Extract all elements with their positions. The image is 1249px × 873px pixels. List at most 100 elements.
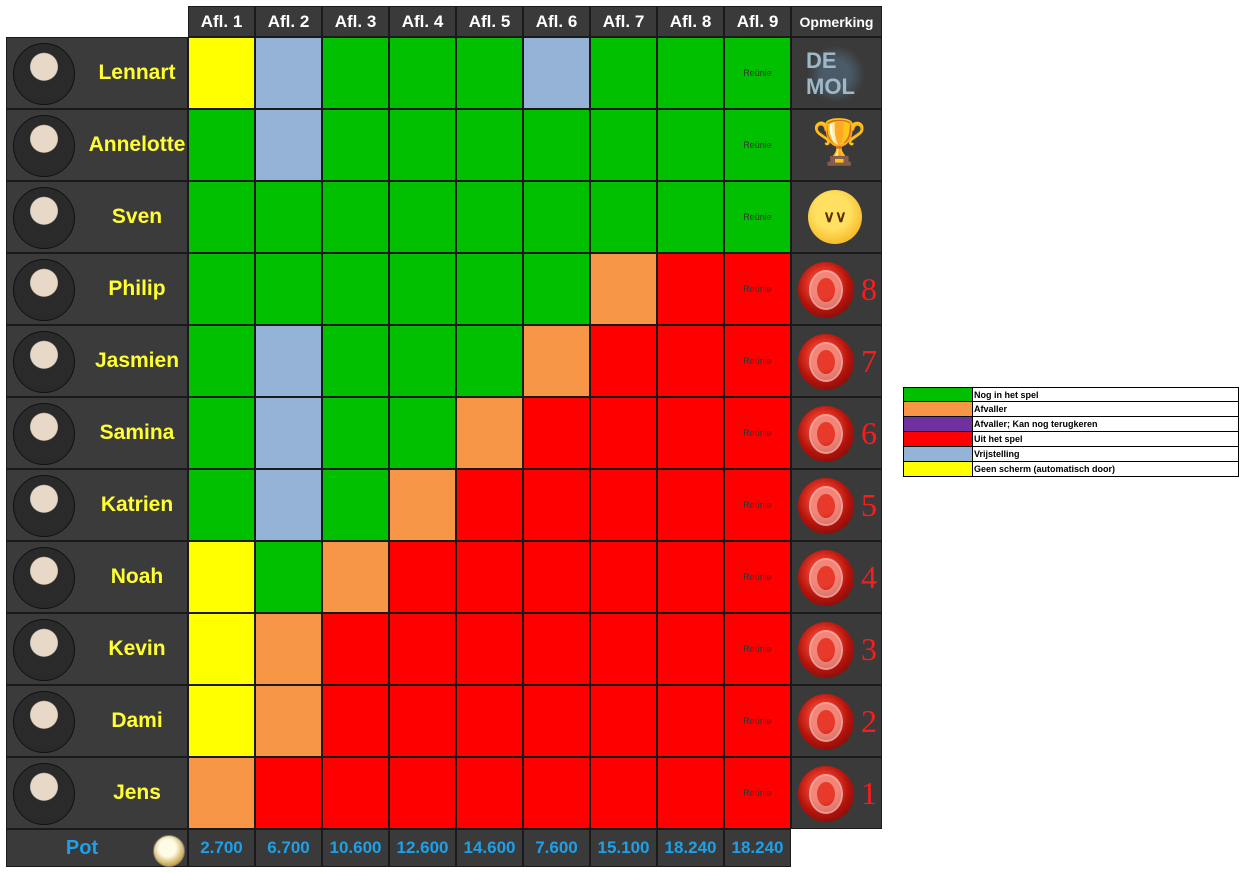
status-cell (523, 541, 590, 613)
status-cell (590, 37, 657, 109)
status-cell: Reünie (724, 181, 791, 253)
elimination-rank: 4 (861, 558, 877, 595)
status-cell (657, 181, 724, 253)
contestant-name: Samina (99, 421, 175, 444)
status-cell (657, 613, 724, 685)
avatar (13, 475, 75, 537)
status-cell (188, 253, 255, 325)
remark-cell: 6 (791, 397, 882, 469)
fingerprint-icon (798, 766, 854, 822)
legend-row: Afvaller; Kan nog terugkeren (903, 417, 1239, 432)
status-cell (456, 757, 523, 829)
status-cell (255, 397, 322, 469)
fingerprint-lines (809, 342, 843, 382)
status-cell (255, 253, 322, 325)
status-cell (255, 325, 322, 397)
elimination-rank: 3 (861, 630, 877, 667)
legend-swatch (904, 417, 973, 431)
legend-row: Geen scherm (automatisch door) (903, 462, 1239, 477)
remark-cell: 4 (791, 541, 882, 613)
status-cell (255, 613, 322, 685)
status-cell (523, 37, 590, 109)
avatar (13, 115, 75, 177)
contestant-name-cell: Philip (6, 253, 188, 325)
avatar (13, 547, 75, 609)
status-cell (322, 613, 389, 685)
status-cell (188, 181, 255, 253)
status-cell (322, 325, 389, 397)
status-cell (657, 109, 724, 181)
elimination-rank: 7 (861, 342, 877, 379)
remark-cell: 3 (791, 613, 882, 685)
status-cell (255, 541, 322, 613)
reunie-label: Reünie (743, 644, 772, 654)
status-cell: Reünie (724, 613, 791, 685)
status-cell (523, 325, 590, 397)
status-cell (590, 325, 657, 397)
avatar (13, 331, 75, 393)
legend-row: Vrijstelling (903, 447, 1239, 462)
fingerprint-icon (798, 406, 854, 462)
status-cell (590, 253, 657, 325)
status-cell (456, 109, 523, 181)
status-cell: Reünie (724, 541, 791, 613)
status-cell (590, 469, 657, 541)
status-cell (188, 685, 255, 757)
header-episode: Afl. 4 (389, 6, 456, 37)
status-cell (389, 541, 456, 613)
status-cell (389, 685, 456, 757)
reunie-label: Reünie (743, 428, 772, 438)
contestant-name-cell: Kevin (6, 613, 188, 685)
status-cell (389, 325, 456, 397)
contestant-name: Sven (111, 205, 163, 228)
remark-cell: 1 (791, 757, 882, 829)
status-cell (322, 685, 389, 757)
status-cell (523, 613, 590, 685)
avatar (13, 187, 75, 249)
status-cell (188, 541, 255, 613)
status-cell (657, 685, 724, 757)
legend-label: Vrijstelling (974, 449, 1020, 459)
legend-swatch (904, 447, 973, 461)
status-cell (322, 37, 389, 109)
status-cell: Reünie (724, 685, 791, 757)
status-cell (389, 37, 456, 109)
status-cell (389, 181, 456, 253)
contestant-name: Jens (113, 781, 161, 804)
status-cell (657, 757, 724, 829)
status-cell (657, 325, 724, 397)
legend-label: Afvaller (974, 404, 1008, 414)
pot-value: 15.100 (590, 829, 657, 867)
header-opmerking: Opmerking (791, 6, 882, 37)
legend-label: Geen scherm (automatisch door) (974, 464, 1116, 474)
pot-value: 18.240 (724, 829, 791, 867)
status-cell (389, 469, 456, 541)
status-cell (456, 469, 523, 541)
status-cell: Reünie (724, 253, 791, 325)
header-episode: Afl. 7 (590, 6, 657, 37)
fingerprint-icon (798, 334, 854, 390)
status-cell: Reünie (724, 109, 791, 181)
status-cell (255, 109, 322, 181)
reunie-label: Reünie (743, 140, 772, 150)
status-cell (590, 685, 657, 757)
pot-value: 6.700 (255, 829, 322, 867)
fingerprint-icon (798, 694, 854, 750)
pot-value: 12.600 (389, 829, 456, 867)
status-cell (389, 109, 456, 181)
legend-swatch (904, 462, 973, 476)
avatar (13, 763, 75, 825)
status-cell (322, 541, 389, 613)
remark-cell: ∨∨ (791, 181, 882, 253)
header-episode: Afl. 2 (255, 6, 322, 37)
legend-row: Uit het spel (903, 432, 1239, 447)
elimination-rank: 1 (861, 774, 877, 811)
remark-cell: DE MOL (791, 37, 882, 109)
status-cell (322, 397, 389, 469)
status-cell (523, 181, 590, 253)
status-cell: Reünie (724, 325, 791, 397)
status-cell (590, 613, 657, 685)
status-cell (389, 757, 456, 829)
status-cell (456, 541, 523, 613)
remark-cell: 2 (791, 685, 882, 757)
